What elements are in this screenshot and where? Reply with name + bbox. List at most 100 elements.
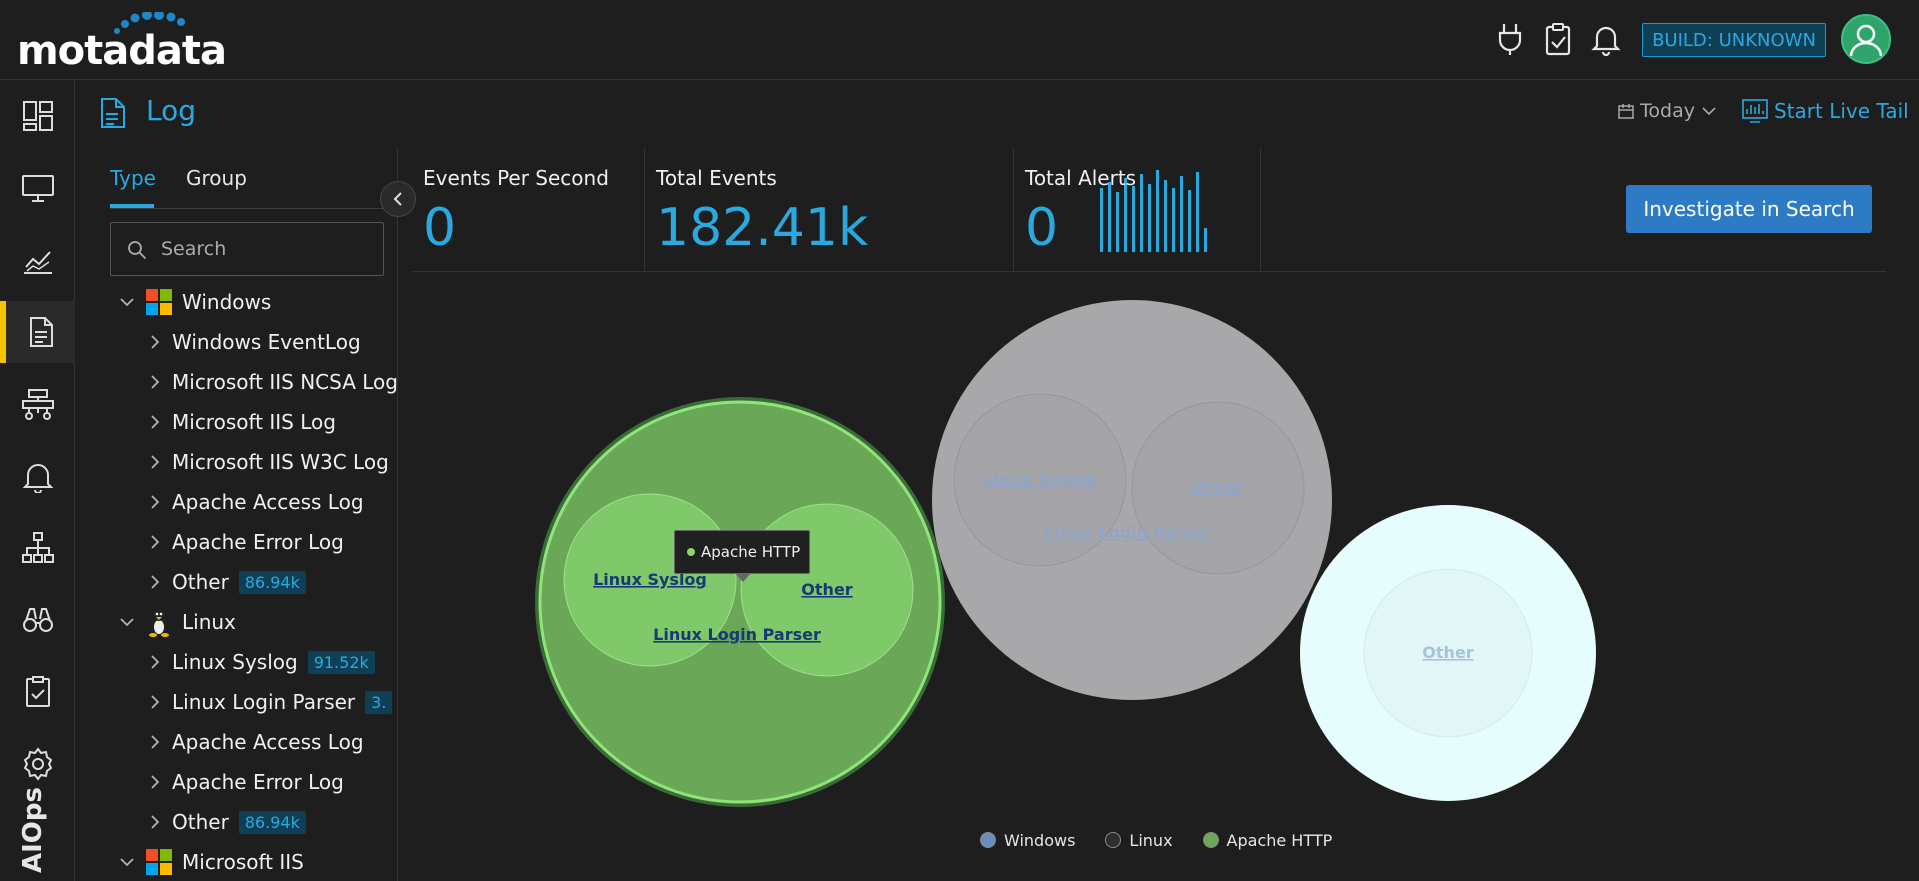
chevron-right-icon (151, 575, 160, 589)
time-range-label: Today (1640, 100, 1695, 122)
stat-total-alerts: Total Alerts 0 (1014, 148, 1261, 272)
tree-item-apache-access[interactable]: Apache Access Log (98, 722, 398, 762)
build-badge[interactable]: BUILD: UNKNOWN (1642, 23, 1826, 57)
legend-swatch (1105, 832, 1122, 848)
tree-item-apache-error[interactable]: Apache Error Log (98, 522, 398, 562)
nav-monitor[interactable] (0, 157, 75, 219)
legend-label: Apache HTTP (1226, 830, 1333, 850)
tree-label: Windows EventLog (172, 330, 361, 354)
chevron-left-icon (393, 192, 402, 206)
plug-icon[interactable] (1495, 22, 1525, 56)
logo[interactable]: motadata (17, 12, 227, 74)
chevron-down-icon (1702, 107, 1716, 116)
start-live-tail-button[interactable]: Start Live Tail (1742, 99, 1909, 123)
tabs-divider (110, 208, 388, 209)
mini-sparkbar-icon (1100, 170, 1207, 252)
search-field[interactable] (110, 222, 384, 276)
user-avatar[interactable] (1841, 14, 1891, 64)
logo-dots-icon (114, 12, 185, 34)
nav-dashboard[interactable] (0, 85, 75, 147)
tree-item-iis-log[interactable]: Microsoft IIS Log (98, 402, 398, 442)
tree-group-microsoft-iis[interactable]: Microsoft IIS (98, 842, 398, 881)
bubble-windows-other[interactable] (1363, 568, 1533, 738)
top-bar: motadata BUILD: UNKNOWN (0, 0, 1919, 80)
bubble-label[interactable]: Linux Syslog (593, 570, 707, 589)
bubble-label[interactable]: Other (801, 580, 852, 599)
microsoft-icon (146, 849, 172, 875)
legend-item-apache-http[interactable]: Apache HTTP (1202, 830, 1333, 850)
time-range-dropdown[interactable]: Today (1618, 100, 1717, 122)
tree-label: Other (172, 570, 229, 594)
chevron-right-icon (151, 495, 160, 509)
legend-item-linux[interactable]: Linux (1105, 830, 1173, 850)
tree-label: Apache Access Log (172, 490, 364, 514)
chevron-right-icon (151, 655, 160, 669)
tree-item-iis-ncsa[interactable]: Microsoft IIS NCSA Log (98, 362, 398, 402)
monitor-icon (21, 175, 54, 202)
nav-metrics[interactable] (0, 229, 75, 291)
chevron-down-icon (120, 858, 134, 867)
tree-label: Microsoft IIS Log (172, 410, 336, 434)
log-type-panel: Type Group Windows Windows EventLog Micr… (98, 148, 398, 881)
panel-tabs: Type Group (98, 148, 398, 210)
chevron-down-icon (120, 618, 134, 627)
bell-icon[interactable] (1591, 22, 1621, 56)
legend-item-windows[interactable]: Windows (980, 831, 1075, 850)
chevron-right-icon (151, 815, 160, 829)
count-badge: 86.94k (238, 810, 306, 834)
chevron-right-icon (151, 455, 160, 469)
tree-item-linux-login-parser[interactable]: Linux Login Parser 3. (98, 682, 398, 722)
tree-item-apache-error[interactable]: Apache Error Log (98, 762, 398, 802)
bubble-linux-other[interactable] (1131, 401, 1305, 575)
clipboard-check-icon[interactable] (1543, 22, 1573, 56)
stat-value: 182.41k (656, 198, 869, 258)
tree-item-apache-access[interactable]: Apache Access Log (98, 482, 398, 522)
calendar-icon (1618, 104, 1634, 119)
tree-label: Windows (182, 290, 272, 314)
bubble-label[interactable]: Other (1192, 478, 1243, 497)
collapse-panel-button[interactable] (380, 181, 416, 217)
search-input[interactable] (161, 233, 371, 265)
nav-explorer[interactable] (0, 589, 75, 651)
tree-item-windows-eventlog[interactable]: Windows EventLog (98, 322, 398, 362)
chevron-down-icon (120, 298, 134, 307)
tree-item-linux-syslog[interactable]: Linux Syslog 91.52k (98, 642, 398, 682)
bubble-label[interactable]: Other (1422, 643, 1473, 662)
stat-label: Total Events (656, 166, 777, 190)
legend-label: Linux (1129, 830, 1173, 850)
chevron-right-icon (151, 695, 160, 709)
nav-topology[interactable] (0, 373, 75, 435)
bubble-linux-syslog[interactable] (953, 393, 1127, 567)
aiops-label[interactable]: AIOps (18, 787, 48, 873)
tree-item-other[interactable]: Other 86.94k (98, 802, 398, 842)
nav-alerts[interactable] (0, 445, 75, 507)
tree-group-linux[interactable]: Linux (98, 602, 398, 642)
tree-group-windows[interactable]: Windows (98, 282, 398, 322)
chevron-right-icon (151, 775, 160, 789)
tree-item-other[interactable]: Other 86.94k (98, 562, 398, 602)
stat-total-events: Total Events 182.41k (645, 148, 1207, 272)
investigate-in-search-button[interactable]: Investigate in Search (1626, 185, 1872, 233)
chevron-right-icon (151, 375, 160, 389)
live-tail-label: Start Live Tail (1774, 99, 1909, 123)
nav-settings[interactable] (0, 733, 75, 795)
stat-events-per-second: Events Per Second 0 (412, 148, 645, 272)
tab-type[interactable]: Type (110, 166, 156, 190)
bubble-label[interactable]: Linux Syslog (983, 470, 1097, 489)
report-icon (25, 676, 50, 707)
tree-label: Other (172, 810, 229, 834)
nav-network[interactable] (0, 517, 75, 579)
tab-group[interactable]: Group (186, 166, 247, 190)
bubble-label[interactable]: Linux Login Parser (653, 625, 821, 644)
stat-value: 0 (423, 198, 457, 258)
bubble-label[interactable]: Linux Login Parser (1044, 523, 1212, 542)
stat-label: Total Alerts (1025, 166, 1137, 190)
nav-reports[interactable] (0, 661, 75, 723)
tree-item-iis-w3c[interactable]: Microsoft IIS W3C Log (98, 442, 398, 482)
dashboard-icon (22, 101, 53, 131)
page-title: Log (146, 94, 197, 127)
tree-label: Apache Error Log (172, 530, 344, 554)
chart-legend: Windows Linux Apache HTTP (980, 826, 1332, 854)
log-bubble-chart[interactable]: Linux Syslog Other Linux Login Parser Li… (412, 280, 1886, 840)
nav-log[interactable] (0, 301, 75, 363)
